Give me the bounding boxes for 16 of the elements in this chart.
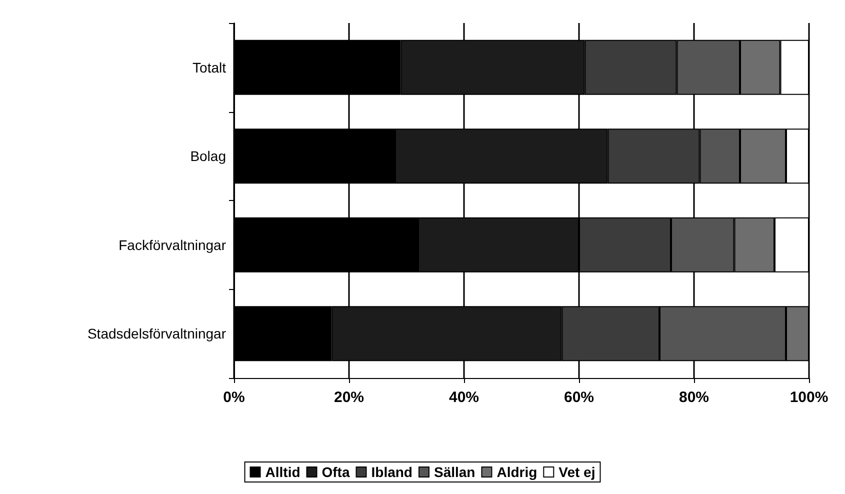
legend-label: Aldrig	[496, 464, 538, 480]
x-tick-label: 60%	[564, 389, 594, 406]
x-tick-label: 40%	[448, 389, 480, 406]
x-tick-label: 80%	[678, 389, 710, 406]
legend-label: Ofta	[322, 464, 350, 480]
legend-label: Ibland	[371, 464, 412, 480]
y-tick-label: Bolag	[190, 148, 226, 164]
x-tick-label: 0%	[223, 389, 245, 406]
x-tick-label: 20%	[334, 389, 364, 406]
y-tick-label: Totalt	[192, 59, 226, 76]
x-tick-label: 100%	[790, 389, 828, 406]
legend-label: Sällan	[434, 464, 476, 480]
y-tick-label: Fackförvaltningar	[118, 236, 226, 253]
legend-label: Vet ej	[558, 464, 596, 480]
y-tick-label: Stadsdelsförvaltningar	[87, 326, 226, 342]
legend-label: Alltid	[265, 464, 300, 480]
